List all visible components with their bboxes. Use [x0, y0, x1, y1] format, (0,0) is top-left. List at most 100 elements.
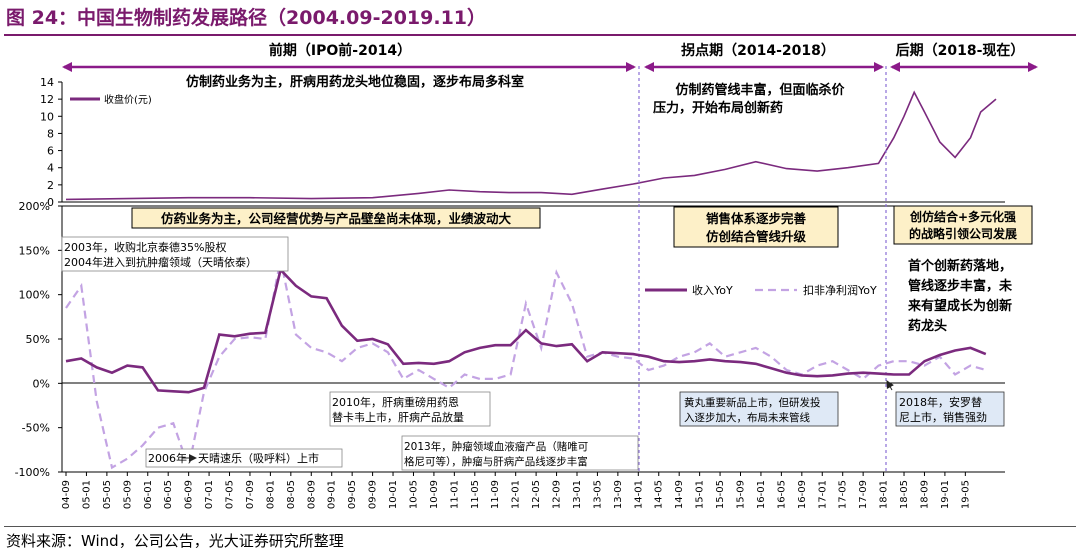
x-tick-label: 09-09	[368, 480, 379, 509]
period-box-3-line2: 的战略引领公司发展	[909, 226, 1017, 241]
period-box-1-text: 仿药业务为主，公司经营优势与产品壁垒尚未体现，业绩波动大	[161, 211, 512, 226]
revenue-legend-label: 收入YoY	[692, 283, 733, 297]
x-tick-label: 12-01	[511, 480, 522, 509]
price-tick-label: 4	[47, 162, 54, 175]
annotation-2013-line1: 2013年，肿瘤领域血液瘤产品（赌唯可	[404, 440, 588, 453]
annotation-2013-line2: 格尼可等），肿瘤与肝病产品线逐步丰富	[404, 455, 588, 468]
x-tick-label: 10-01	[388, 480, 399, 509]
stage-label-1: 前期（IPO前-2014）	[269, 42, 411, 59]
yoy-tick-label: 200%	[19, 200, 50, 213]
x-tick-label: 18-01	[879, 480, 890, 509]
source-note: 资料来源：Wind，公司公告，光大证券研究所整理	[6, 532, 344, 550]
period-box-2-line2: 仿创结合管线升级	[706, 229, 807, 244]
annotation-mid-line2: 入逐步加大，布局未来管线	[684, 411, 810, 424]
price-tick-label: 8	[47, 127, 54, 140]
price-tick-label: 10	[40, 110, 54, 123]
price-tick-label: 6	[47, 145, 54, 158]
x-tick-label: 06-01	[143, 480, 154, 509]
stage-label-2: 拐点期（2014-2018）	[681, 42, 835, 59]
figure-title: 图 24：中国生物制药发展路径（2004.09-2019.11）	[6, 7, 487, 29]
yoy-tick-label: -100%	[15, 466, 50, 479]
price-tick-label: 12	[40, 93, 54, 106]
period-box-1	[131, 207, 541, 229]
annotation-mid-line1: 黄丸重要新品上市，但研发投	[684, 396, 821, 409]
x-tick-label: 11-09	[490, 480, 501, 509]
x-tick-label: 10-09	[429, 480, 440, 509]
right-summary-line3: 来有望成长为创新	[907, 298, 1012, 314]
x-tick-label: 05-09	[122, 480, 133, 509]
x-tick-label: 12-05	[531, 480, 542, 509]
yoy-tick-label: -50%	[22, 422, 50, 435]
yoy-tick-label: 0%	[33, 377, 50, 390]
bottom-rule	[4, 526, 1076, 527]
x-tick-label: 05-01	[81, 480, 92, 509]
x-tick-label: 08-05	[286, 480, 297, 509]
x-tick-label: 17-05	[838, 480, 849, 509]
annotation-mid-box	[679, 391, 839, 427]
x-tick-label: 11-01	[449, 480, 460, 509]
annotation-2018-box	[895, 391, 1005, 427]
x-tick-label: 16-09	[797, 480, 808, 509]
annotation-2006: 2006年，天晴速乐（吸呼料）上市	[148, 451, 319, 465]
yoy-x-ticks: 04-09 05-01 05-05 05-09 06-01 06-05 06-09 07-01…	[61, 472, 971, 509]
right-summary-line4: 药龙头	[908, 318, 947, 334]
title-rule	[4, 34, 1076, 36]
x-tick-label: 05-05	[102, 480, 113, 509]
x-tick-label: 14-05	[654, 480, 665, 509]
x-tick-label: 04-09	[61, 480, 72, 509]
period-box-2-line1: 销售体系逐步完善	[706, 211, 807, 226]
annotation-2018-line1: 2018年，安罗替	[899, 395, 982, 409]
right-summary-line1: 首个创新药落地，	[908, 258, 1012, 274]
x-tick-label: 07-09	[245, 480, 256, 509]
annotation-2010-line2: 替卡韦上市，肝病产品放量	[332, 410, 464, 424]
x-tick-label: 19-05	[960, 480, 971, 509]
x-tick-label: 07-05	[225, 480, 236, 509]
x-tick-label: 09-01	[327, 480, 338, 509]
x-tick-label: 16-05	[776, 480, 787, 509]
x-tick-label: 13-01	[572, 480, 583, 509]
period-box-2	[673, 206, 839, 248]
x-tick-label: 15-01	[695, 480, 706, 509]
x-tick-label: 06-05	[163, 480, 174, 509]
annotation-2003-box	[61, 236, 289, 272]
x-tick-label: 14-01	[633, 480, 644, 509]
price-tick-label: 14	[40, 76, 54, 89]
x-tick-label: 11-05	[470, 480, 481, 509]
price-tick-label: 0	[47, 196, 54, 209]
x-tick-label: 17-09	[858, 480, 869, 509]
period-box-3	[893, 205, 1033, 245]
profit-yoy-line	[65, 258, 987, 472]
revenue-yoy-line	[65, 267, 987, 394]
x-tick-label: 18-05	[899, 480, 910, 509]
price-legend-label: 收盘价(元)	[104, 93, 152, 106]
stage-note-2-line1: 仿制药管线丰富，但面临杀价	[675, 82, 845, 98]
yoy-tick-label: 150%	[19, 244, 50, 257]
yoy-tick-label: 50%	[26, 333, 50, 346]
x-tick-label: 08-09	[306, 480, 317, 509]
stage-note-1: 仿制药业务为主，肝病用药龙头地位稳固，逐步布局多科室	[186, 74, 524, 90]
yoy-tick-label: 100%	[19, 289, 50, 302]
x-tick-label: 13-05	[592, 480, 603, 509]
annotation-2010-box	[329, 391, 491, 427]
x-tick-label: 06-09	[184, 480, 195, 509]
x-tick-label: 18-09	[919, 480, 930, 509]
x-tick-label: 13-09	[613, 480, 624, 509]
price-tick-label: 2	[47, 179, 54, 192]
price-y-ticks: 0 2 4 6 8 10 12 14	[40, 76, 62, 209]
x-tick-label: 16-01	[756, 480, 767, 509]
x-tick-label: 08-01	[265, 480, 276, 509]
price-series-line	[65, 90, 997, 201]
x-tick-label: 10-05	[408, 480, 419, 509]
x-tick-label: 15-09	[736, 480, 747, 509]
annotation-2018-line2: 尼上市，销售强劲	[899, 410, 987, 424]
annotation-2013-box	[401, 435, 639, 471]
x-tick-label: 15-05	[715, 480, 726, 509]
x-tick-label: 07-01	[204, 480, 215, 509]
period-box-3-line1: 创仿结合+多元化强	[909, 209, 1016, 224]
x-tick-label: 09-05	[347, 480, 358, 509]
stage-note-2a: 仿制药管线丰富，但面临杀价	[675, 82, 845, 98]
annotation-2010-line1: 2010年，肝病重磅用药恩	[332, 395, 459, 409]
right-summary: 首个创新药落地， 管线逐步丰富，未 来有望成长为创新 药龙头	[907, 258, 1013, 334]
annotation-2004: 2004年进入到抗肿瘤领域（天晴依泰）	[64, 255, 257, 269]
